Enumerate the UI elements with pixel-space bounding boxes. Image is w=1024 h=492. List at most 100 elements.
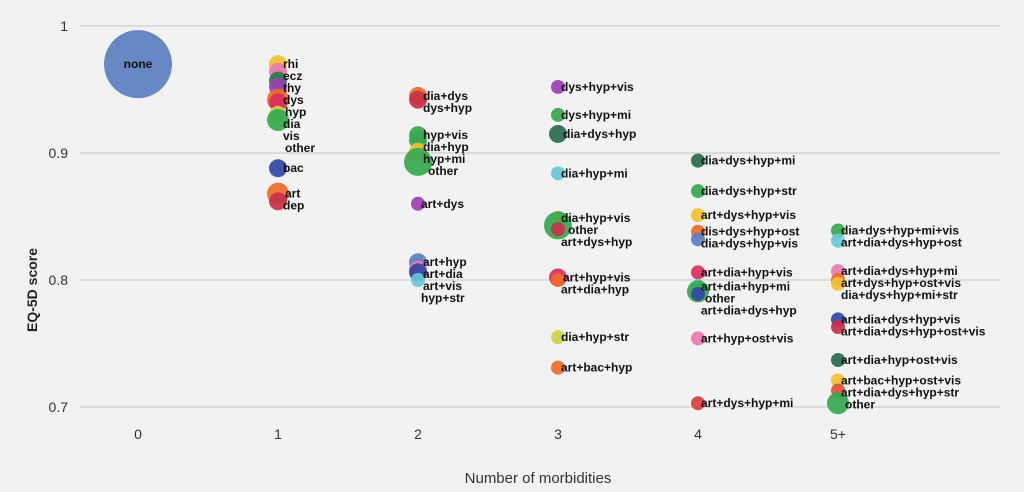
bubble-label: art+dia+hyp+vis xyxy=(701,265,793,279)
bubble-label: dia+dys+hyp xyxy=(563,127,636,141)
bubble xyxy=(551,330,565,345)
bubble-label: thy xyxy=(283,81,301,95)
bubble-label: hyp+str xyxy=(421,291,465,305)
bubble xyxy=(269,192,287,211)
bubble-label: art+dys xyxy=(421,197,464,211)
bubble xyxy=(691,208,705,223)
bubble xyxy=(104,30,172,99)
bubble-label: dep xyxy=(283,199,304,213)
bubble-label: dys+hyp+mi xyxy=(561,108,631,122)
bubble-label: none xyxy=(124,57,153,71)
bubble-label: art+bac+hyp+ost+vis xyxy=(841,373,961,387)
x-tick-label: 0 xyxy=(134,426,142,442)
bubble xyxy=(551,273,565,287)
bubble xyxy=(551,107,565,122)
bubble-label: dis+dys+hyp+ost xyxy=(701,225,799,239)
bubble-label: dia+hyp xyxy=(423,140,469,154)
bubble xyxy=(831,353,845,368)
bubble xyxy=(411,273,425,287)
bubble xyxy=(691,232,705,247)
bubble-label: dia+dys+hyp+mi+str xyxy=(841,288,958,302)
bubble-label: other xyxy=(705,291,735,305)
bubble-label: dia+hyp+vis xyxy=(561,211,631,225)
bubble xyxy=(831,223,845,238)
y-tick-label: 0.8 xyxy=(49,272,69,288)
bubble-label: dys xyxy=(283,93,304,107)
x-tick-label: 2 xyxy=(414,426,422,442)
bubble-label: other xyxy=(285,141,315,155)
bubble-label: art+dys+hyp+mi xyxy=(701,396,793,410)
bubble xyxy=(831,319,845,334)
x-axis-title: Number of morbidities xyxy=(465,470,612,487)
bubble xyxy=(691,331,705,346)
x-tick-labels: 0 1 2 3 4 5+ xyxy=(134,426,846,442)
bubble xyxy=(691,265,705,280)
bubble-label: other xyxy=(568,223,598,237)
bubble-label: hyp+mi xyxy=(423,152,465,166)
bubble-label: art+dia xyxy=(423,267,463,281)
bubble xyxy=(269,159,287,178)
bubble-label: dia+hyp+mi xyxy=(561,166,628,180)
bubble-label: dia+dys+hyp+vis xyxy=(701,237,798,251)
bubble-label: dia+dys xyxy=(423,89,468,103)
bubble-label: dys+hyp+vis xyxy=(561,80,634,94)
bubble-label: dia+dys+hyp+mi xyxy=(701,154,795,168)
bubble-label: dia+dys+hyp+mi+vis xyxy=(841,223,959,237)
bubble-label: vis xyxy=(283,129,300,143)
bubble-label: art+dia+hyp+ost+vis xyxy=(841,353,958,367)
bubble xyxy=(549,124,567,143)
bubble xyxy=(269,93,287,112)
bubble-label: hyp xyxy=(285,105,306,119)
bubble xyxy=(551,222,565,237)
y-tick-label: 1 xyxy=(60,18,68,34)
x-tick-label: 1 xyxy=(274,426,282,442)
bubble-label: art+hyp+ost+vis xyxy=(701,331,794,345)
bubble xyxy=(411,196,425,211)
bubble-label: dia+hyp+str xyxy=(561,330,629,344)
bubble-label: art+dia+dys+hyp+ost+vis xyxy=(841,324,986,338)
bubble xyxy=(691,184,705,199)
bubble xyxy=(551,360,565,375)
bubble-label: hyp+vis xyxy=(423,128,468,142)
bubble xyxy=(691,286,705,301)
bubble xyxy=(831,276,845,291)
bubble-labels: none rhieczthydyshypdiavisotherbacartdepd… xyxy=(124,57,986,411)
y-tick-label: 0.7 xyxy=(49,399,69,415)
bubble-label: other xyxy=(845,397,875,411)
bubble-label: art+dys+hyp+vis xyxy=(701,208,796,222)
bubble-label: dia+dys+hyp+str xyxy=(701,184,797,198)
y-axis-title: EQ-5D score xyxy=(24,248,40,332)
bubble xyxy=(409,90,427,109)
bubble xyxy=(267,108,289,131)
x-tick-label: 3 xyxy=(554,426,562,442)
bubble-label: dys+hyp xyxy=(423,101,472,115)
bubble-label: ecz xyxy=(283,69,302,83)
y-tick-labels: 0.7 0.8 0.9 1 xyxy=(49,18,69,415)
bubble-label: art+dia+hyp+mi xyxy=(701,279,790,293)
bubble-label: art xyxy=(285,187,300,201)
bubble-label: bac xyxy=(283,161,304,175)
bubble-label: art+bac+hyp xyxy=(561,361,632,375)
bubble xyxy=(691,396,705,411)
bubble xyxy=(691,153,705,168)
bubble-label: art+dys+hyp xyxy=(561,235,632,249)
bubble-label: rhi xyxy=(283,57,298,71)
bubble-label: art+dia+hyp xyxy=(561,282,629,296)
y-tick-label: 0.9 xyxy=(49,145,69,161)
bubble-label: other xyxy=(428,164,458,178)
x-tick-label: 4 xyxy=(694,426,702,442)
bubble-label: art+hyp+vis xyxy=(563,270,631,284)
bubbles xyxy=(104,30,849,415)
bubble xyxy=(551,79,565,94)
bubble-label: art+dia+dys+hyp+mi xyxy=(841,264,958,278)
bubble-label: dia xyxy=(283,117,301,131)
x-tick-label: 5+ xyxy=(830,426,846,442)
bubble-label: art+dia+dys+hyp+str xyxy=(841,385,959,399)
bubble xyxy=(831,233,845,248)
bubble-label: art+dia+dys+hyp+ost xyxy=(841,235,962,249)
bubble xyxy=(404,147,432,176)
bubble xyxy=(551,166,565,181)
bubble xyxy=(827,392,849,415)
